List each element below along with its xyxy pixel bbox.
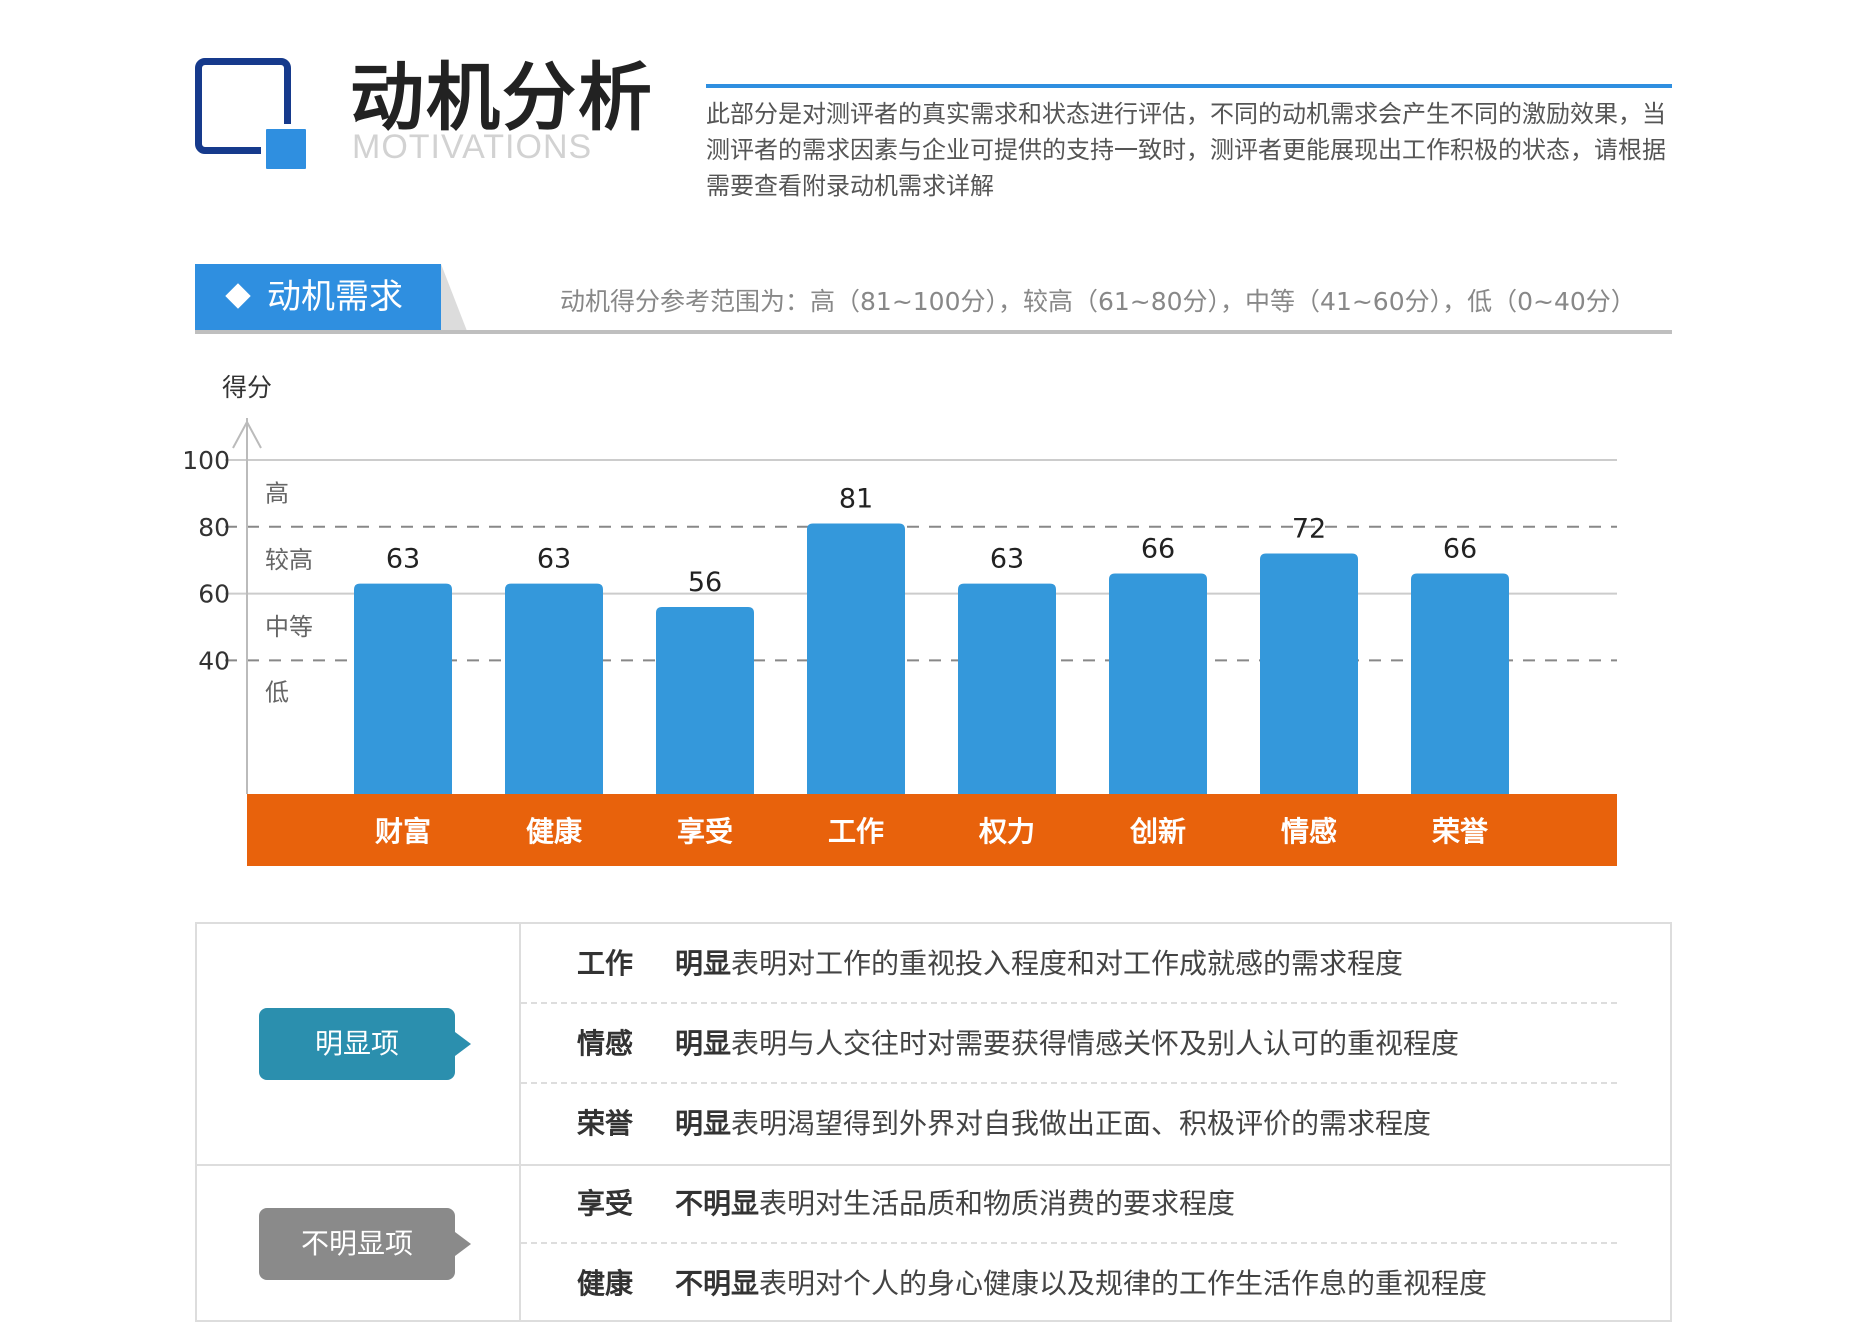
y-tick-label: 40	[198, 646, 230, 675]
motivation-bar-chart: 高较高中等低 63 63 56 81 63 66 72 66 40 60 80 100 得分 财富 健康…	[0, 360, 1851, 884]
row-desc: 明显表明对工作的重视投入程度和对工作成就感的需求程度	[675, 947, 1404, 980]
badge-obvious: 明显项	[259, 1008, 471, 1080]
table-row: 享受 不明显表明对生活品质和物质消费的要求程度	[521, 1164, 1617, 1244]
row-desc: 明显表明与人交往时对需要获得情感关怀及别人认可的重视程度	[675, 1027, 1460, 1060]
tab-shadow	[441, 264, 467, 331]
bar	[354, 583, 452, 794]
tab-label: 动机需求	[267, 277, 403, 317]
bar-value-label: 56	[688, 567, 722, 598]
intro-divider	[706, 84, 1672, 88]
bar	[958, 583, 1056, 794]
bar-value-label: 66	[1443, 534, 1477, 565]
bar	[807, 523, 905, 794]
section-logo-icon	[195, 58, 315, 178]
table-row: 工作 明显表明对工作的重视投入程度和对工作成就感的需求程度	[521, 924, 1617, 1004]
tab-motivation-needs: 动机需求	[195, 264, 441, 331]
category-label: 权力	[978, 815, 1035, 848]
table-row: 情感 明显表明与人交往时对需要获得情感关怀及别人认可的重视程度	[521, 1004, 1617, 1084]
y-tick-label: 60	[198, 580, 230, 609]
bar-value-label: 81	[839, 483, 873, 514]
y-tick-label: 100	[182, 446, 230, 475]
table-row: 健康 不明显表明对个人的身心健康以及规律的工作生活作息的重视程度	[521, 1244, 1617, 1324]
row-key: 情感	[577, 1027, 634, 1060]
band-label: 高	[265, 479, 289, 507]
y-axis-arrow-icon	[232, 419, 262, 449]
bar	[1411, 573, 1509, 794]
bar	[1260, 553, 1358, 794]
bar	[505, 583, 603, 794]
intro-text: 此部分是对测评者的真实需求和状态进行评估，不同的动机需求会产生不同的激励效果，当…	[706, 100, 1666, 200]
row-key: 工作	[577, 947, 634, 980]
row-desc: 明显表明渴望得到外界对自我做出正面、积极评价的需求程度	[675, 1107, 1432, 1140]
motivation-explanation-table: 明显项 不明显项 工作 明显表明对工作的重视投入程度和对工作成就感的需求程度 情…	[195, 922, 1672, 1322]
badge-not-obvious: 不明显项	[259, 1208, 471, 1280]
page-title: 动机分析	[350, 55, 654, 141]
category-label: 享受	[677, 815, 733, 848]
y-tick-label: 80	[198, 513, 230, 542]
category-label: 荣誉	[1432, 815, 1489, 848]
y-axis-label: 得分	[222, 373, 272, 402]
row-key: 健康	[577, 1267, 634, 1300]
tab-underline	[195, 330, 1672, 334]
table-row: 荣誉 明显表明渴望得到外界对自我做出正面、积极评价的需求程度	[521, 1084, 1617, 1164]
diamond-icon	[225, 283, 251, 309]
bar-value-label: 63	[386, 544, 420, 575]
bar-value-label: 66	[1141, 534, 1175, 565]
bar-value-label: 63	[990, 544, 1024, 575]
bar-value-label: 72	[1292, 514, 1326, 545]
category-axis-band	[247, 794, 1617, 866]
band-label: 低	[265, 678, 289, 706]
row-key: 享受	[577, 1187, 634, 1220]
category-label: 工作	[828, 815, 884, 848]
category-label: 创新	[1129, 815, 1186, 848]
bar-value-label: 63	[537, 544, 571, 575]
bar	[656, 606, 754, 794]
row-desc: 不明显表明对个人的身心健康以及规律的工作生活作息的重视程度	[675, 1267, 1488, 1300]
category-label: 健康	[526, 815, 583, 848]
page-subtitle: MOTIVATIONS	[352, 128, 593, 166]
row-key: 荣誉	[577, 1107, 634, 1140]
bar	[1109, 573, 1207, 794]
category-label: 情感	[1281, 815, 1337, 848]
category-label: 财富	[375, 815, 431, 848]
row-desc: 不明显表明对生活品质和物质消费的要求程度	[675, 1187, 1236, 1220]
band-label: 中等	[265, 613, 313, 641]
band-label: 较高	[265, 546, 313, 574]
score-range-note: 动机得分参考范围为：高（81~100分），较高（61~80分），中等（41~60…	[560, 287, 1636, 316]
